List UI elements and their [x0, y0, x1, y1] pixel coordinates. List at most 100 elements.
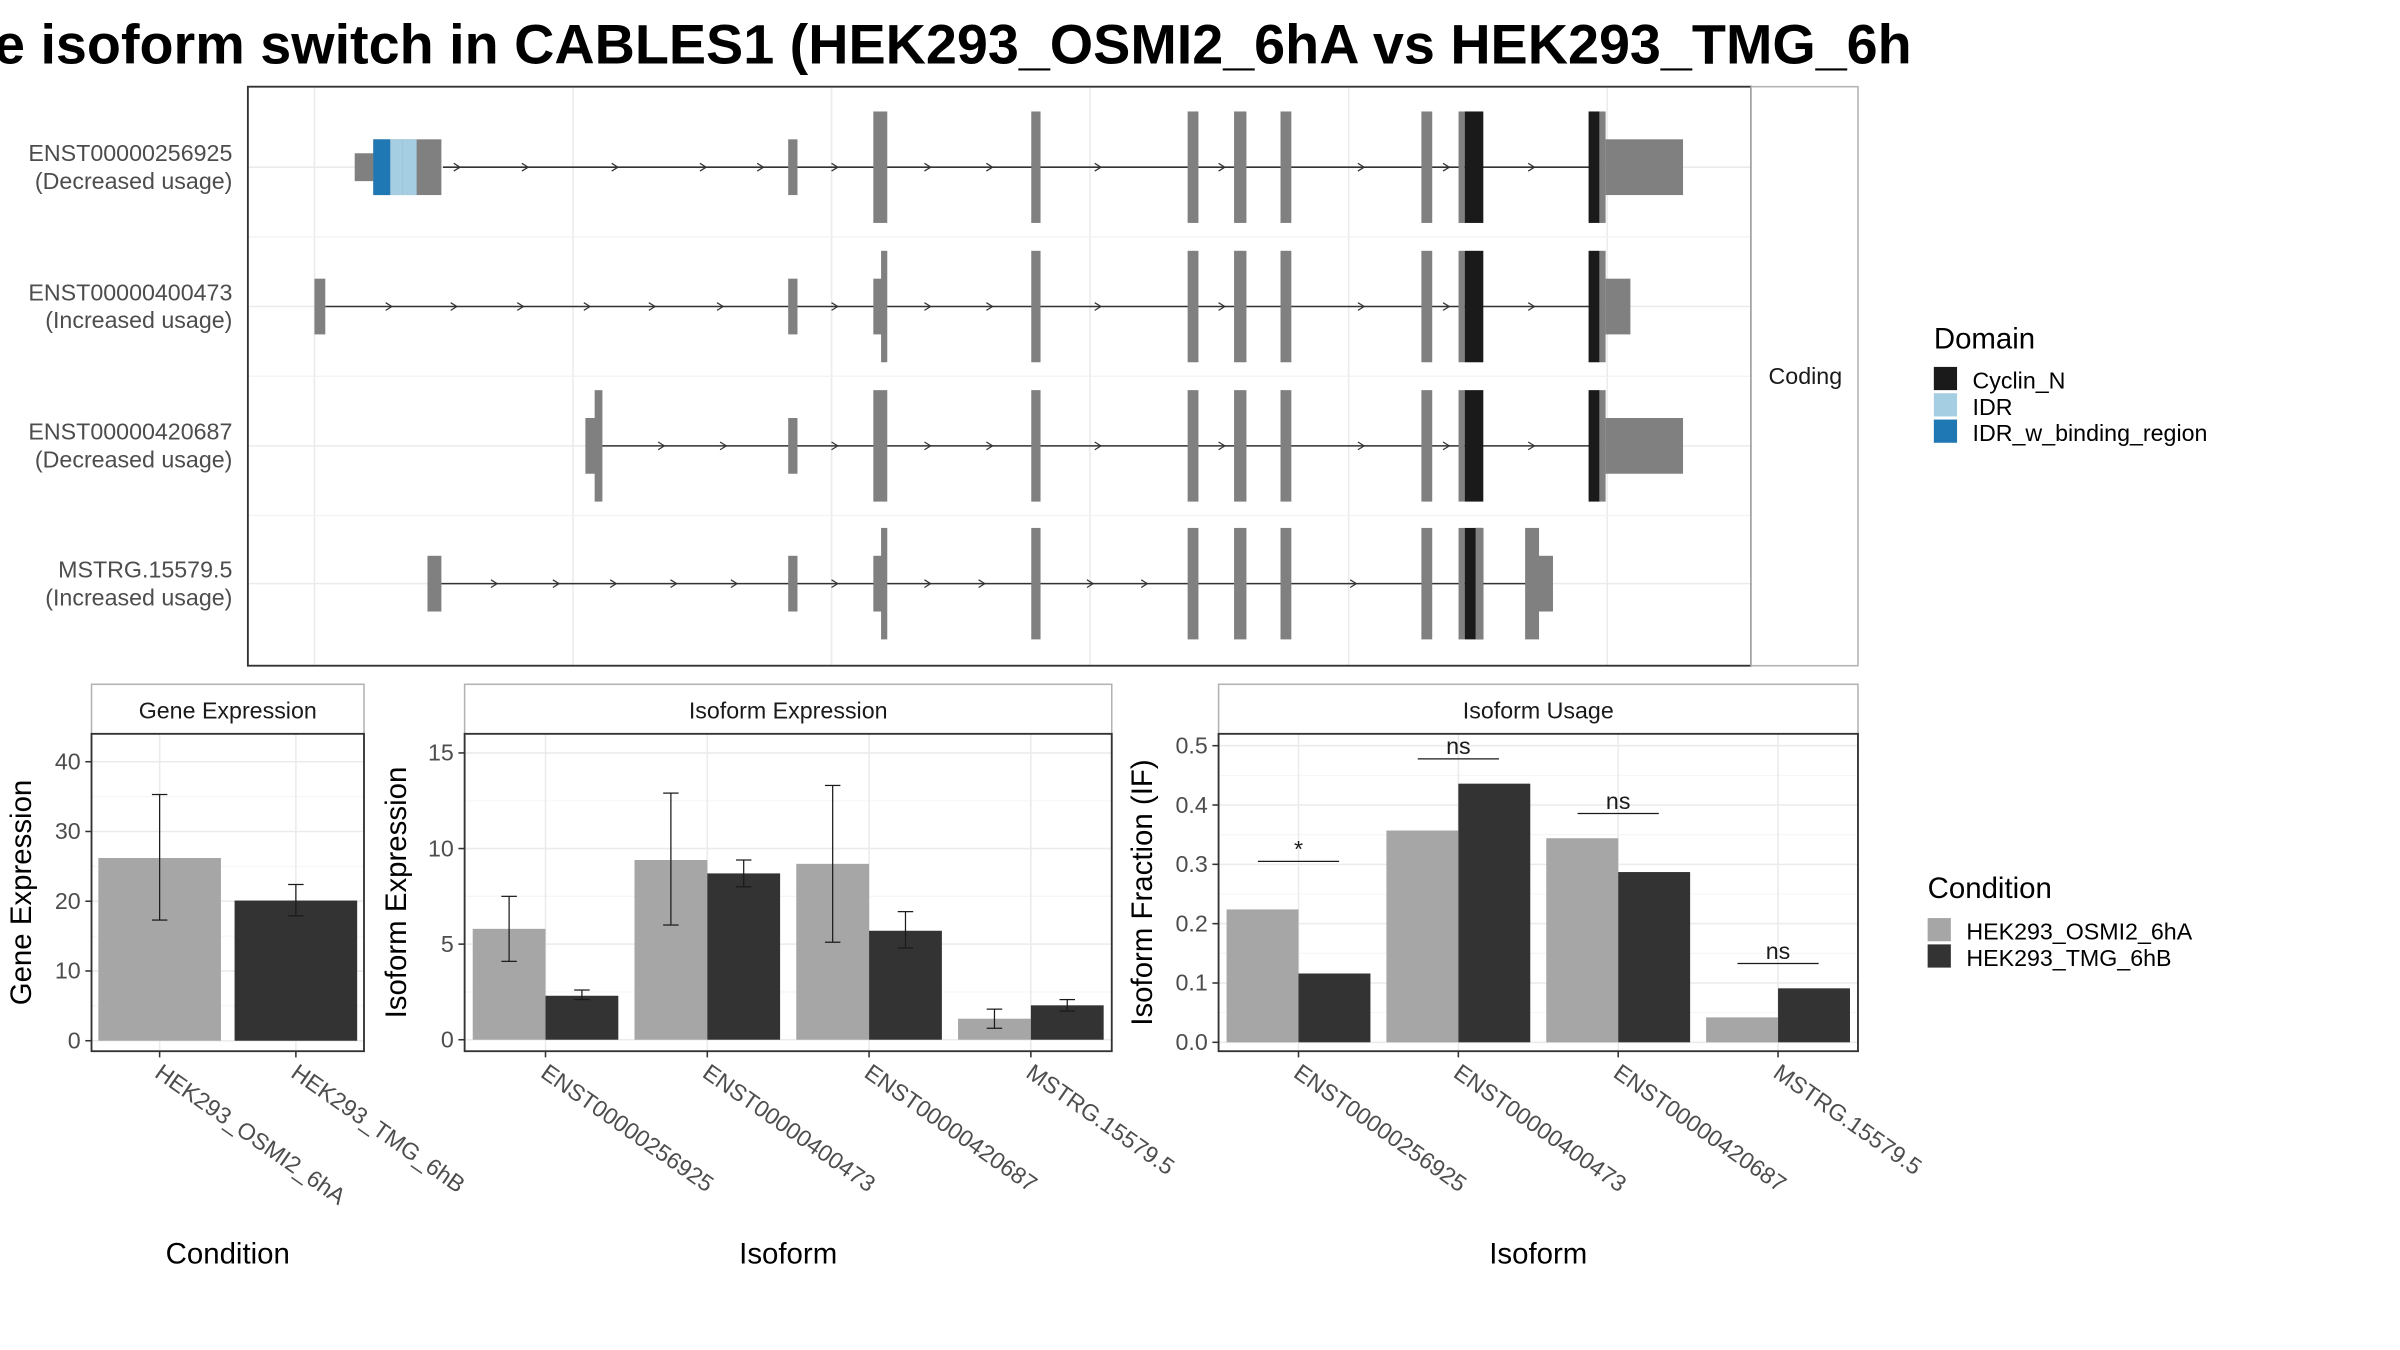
x-tick-label: ENST00000420687: [1609, 1059, 1791, 1197]
isoform-id-label: ENST00000420687: [28, 419, 232, 445]
strand-arrow: [924, 579, 932, 589]
legend-swatch-idr: [1933, 393, 1958, 417]
exon-block: [1187, 111, 1199, 223]
exon-utr-block: [1605, 418, 1684, 474]
exon-block: [314, 278, 326, 335]
x-axis-title: Condition: [166, 1237, 290, 1270]
strand-arrow: [716, 302, 725, 311]
legend-swatch-tmg: [1927, 944, 1951, 968]
panel-strip: [1217, 683, 1859, 735]
y-axis-title: Isoform Expression: [380, 767, 413, 1019]
isoform-id-label: MSTRG.15579.5: [58, 556, 232, 582]
error-bar: [824, 784, 841, 943]
exon-block: [1421, 111, 1433, 223]
exon-block: [1280, 527, 1292, 640]
transcript-model-2: [585, 390, 1684, 502]
exon-block: [1599, 390, 1606, 502]
exon-block: [1234, 250, 1247, 363]
x-tick-label: ENST00000256925: [1289, 1059, 1471, 1197]
strand-arrow: [699, 162, 708, 172]
exon-utr-block: [1605, 139, 1684, 196]
strand-arrow: [670, 579, 678, 589]
strand-arrow: [831, 302, 839, 311]
strand-arrow: [924, 162, 932, 172]
significance-label: *: [1294, 836, 1303, 862]
bar: [958, 1018, 1031, 1040]
exon-block: [1187, 527, 1199, 640]
strand-arrow: [756, 162, 765, 172]
strand-arrow: [1094, 162, 1103, 172]
strand-arrow: [1527, 162, 1536, 172]
strand-arrow: [1218, 302, 1226, 311]
exon-block: [873, 278, 883, 335]
domain-legend-title: Domain: [1934, 322, 2035, 355]
y-tick-label: 0.5: [1175, 732, 1207, 758]
y-tick-label: 0: [68, 1027, 81, 1053]
exon-block: [1537, 555, 1553, 612]
strand-arrow: [719, 441, 728, 451]
y-tick-label: 30: [55, 818, 81, 844]
exon-block: [1421, 250, 1433, 363]
exon-block: [354, 153, 375, 182]
strand-arrow: [1442, 441, 1451, 451]
strand-arrow: [1140, 579, 1149, 589]
y-tick-label: 0: [441, 1026, 454, 1052]
strand-arrow: [986, 302, 994, 311]
strand-arrow: [831, 162, 839, 172]
strand-arrow: [1357, 162, 1366, 172]
y-tick-label: 20: [55, 888, 81, 914]
domain-cyclin-n-block: [1588, 111, 1600, 223]
y-tick-label: 0.4: [1175, 792, 1207, 818]
error-bar: [897, 911, 914, 949]
legend-label-osmi2: HEK293_OSMI2_6hA: [1966, 919, 2192, 945]
isoform-id-label: ENST00000400473: [28, 279, 232, 305]
transcript-model-0: [354, 111, 1684, 223]
strand-arrow: [1349, 579, 1358, 589]
error-bar: [986, 1008, 1003, 1029]
exon-block: [1280, 111, 1292, 223]
bar: [1298, 973, 1371, 1043]
exon-block: [373, 139, 391, 196]
strand-arrow: [924, 302, 932, 311]
strand-arrow: [1218, 162, 1226, 172]
exon-block: [1599, 250, 1606, 363]
x-tick-label: ENST00000400473: [698, 1059, 880, 1197]
error-bar: [735, 859, 752, 888]
exon-block: [881, 527, 888, 640]
strand-arrow: [453, 162, 462, 172]
exon-block: [594, 390, 603, 502]
strand-arrow: [450, 302, 459, 311]
isoform-id-label: ENST00000256925: [28, 140, 232, 166]
exon-block: [1475, 527, 1484, 640]
y-tick-label: 5: [441, 931, 454, 957]
y-tick-label: 15: [428, 740, 454, 766]
exon-block: [788, 418, 798, 474]
error-bar: [1059, 998, 1076, 1012]
x-axis-title: Isoform: [739, 1237, 837, 1270]
bar: [234, 900, 358, 1041]
exon-block: [873, 555, 883, 612]
strand-arrow: [521, 162, 530, 172]
strand-arrow: [611, 162, 620, 172]
bar: [707, 873, 781, 1040]
exon-block: [788, 278, 798, 335]
bar: [1618, 872, 1691, 1043]
legend-label-idr: IDR: [1973, 394, 2013, 420]
isoform-usage-label: (Increased usage): [45, 584, 232, 610]
strand-arrow: [924, 441, 932, 451]
x-tick-label: ENST00000400473: [1449, 1059, 1631, 1197]
strand-arrow: [1218, 441, 1226, 451]
panel-strip-label: Gene Expression: [139, 697, 317, 723]
isoform-usage-label: (Increased usage): [45, 307, 232, 333]
y-tick-label: 0.1: [1175, 970, 1207, 996]
panel-strip-label: Isoform Usage: [1463, 697, 1614, 723]
exon-block: [1031, 250, 1041, 363]
legend-label-tmg: HEK293_TMG_6hB: [1966, 945, 2171, 971]
exon-block: [788, 555, 798, 612]
strand-arrow: [385, 302, 394, 311]
significance-label: ns: [1606, 788, 1631, 814]
strand-arrow: [1527, 302, 1536, 311]
legend-label-cyclin-n: Cyclin_N: [1973, 368, 2066, 394]
exon-block: [1458, 111, 1465, 223]
strand-arrow: [1357, 441, 1366, 451]
